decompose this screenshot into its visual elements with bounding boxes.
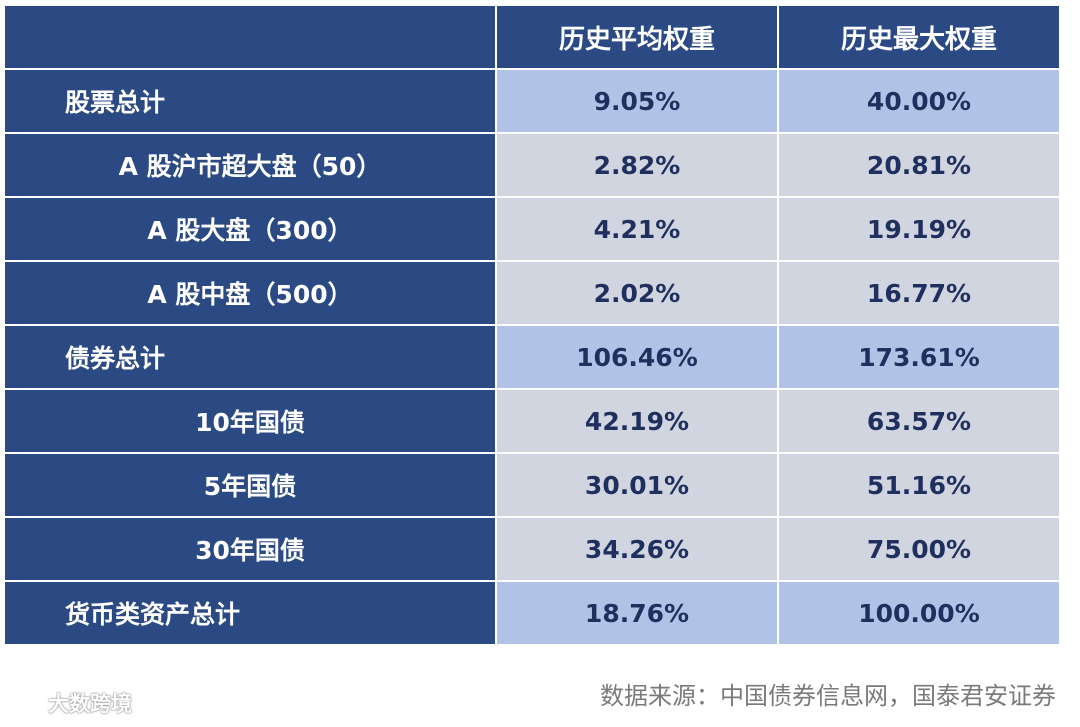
average-weight-cell: 42.19% <box>497 390 777 452</box>
max-weight-cell: 19.19% <box>779 198 1059 260</box>
row-label: 股票总计 <box>5 70 495 132</box>
average-weight-cell: 2.82% <box>497 134 777 196</box>
brand-logo-icon <box>6 688 42 718</box>
table-row: 30年国债 34.26% 75.00% <box>5 518 1059 580</box>
table-row: A 股沪市超大盘（50） 2.82% 20.81% <box>5 134 1059 196</box>
table-body: 股票总计 9.05% 40.00% A 股沪市超大盘（50） 2.82% 20.81% A … <box>5 70 1059 644</box>
watermark: 大数跨境 <box>6 688 132 718</box>
max-weight-cell: 173.61% <box>779 326 1059 388</box>
table-row: 10年国债 42.19% 63.57% <box>5 390 1059 452</box>
table-row: 债券总计 106.46% 173.61% <box>5 326 1059 388</box>
row-label: 5年国债 <box>5 454 495 516</box>
table-row: 股票总计 9.05% 40.00% <box>5 70 1059 132</box>
table-row: 5年国债 30.01% 51.16% <box>5 454 1059 516</box>
average-weight-cell: 4.21% <box>497 198 777 260</box>
header-blank-cell <box>5 6 495 68</box>
data-source-note: 数据来源：中国债券信息网，国泰君安证券 <box>600 683 1056 710</box>
average-weight-cell: 106.46% <box>497 326 777 388</box>
average-weight-cell: 34.26% <box>497 518 777 580</box>
max-weight-cell: 51.16% <box>779 454 1059 516</box>
max-weight-cell: 16.77% <box>779 262 1059 324</box>
max-weight-cell: 63.57% <box>779 390 1059 452</box>
weights-table: 历史平均权重 历史最大权重 股票总计 9.05% 40.00% A 股沪市超大盘（50… <box>3 4 1061 646</box>
table-row: 货币类资产总计 18.76% 100.00% <box>5 582 1059 644</box>
row-label: 10年国债 <box>5 390 495 452</box>
row-label: A 股大盘（300） <box>5 198 495 260</box>
watermark-text: 大数跨境 <box>48 693 132 716</box>
header-historical-average-weight: 历史平均权重 <box>497 6 777 68</box>
max-weight-cell: 20.81% <box>779 134 1059 196</box>
max-weight-cell: 75.00% <box>779 518 1059 580</box>
row-label: 30年国债 <box>5 518 495 580</box>
average-weight-cell: 2.02% <box>497 262 777 324</box>
weights-table-container: 历史平均权重 历史最大权重 股票总计 9.05% 40.00% A 股沪市超大盘（50… <box>3 4 1059 646</box>
max-weight-cell: 100.00% <box>779 582 1059 644</box>
max-weight-cell: 40.00% <box>779 70 1059 132</box>
table-row: A 股中盘（500） 2.02% 16.77% <box>5 262 1059 324</box>
row-label: 货币类资产总计 <box>5 582 495 644</box>
average-weight-cell: 30.01% <box>497 454 777 516</box>
table-row: A 股大盘（300） 4.21% 19.19% <box>5 198 1059 260</box>
table-header-row: 历史平均权重 历史最大权重 <box>5 6 1059 68</box>
header-historical-max-weight: 历史最大权重 <box>779 6 1059 68</box>
row-label: 债券总计 <box>5 326 495 388</box>
average-weight-cell: 9.05% <box>497 70 777 132</box>
row-label: A 股沪市超大盘（50） <box>5 134 495 196</box>
average-weight-cell: 18.76% <box>497 582 777 644</box>
row-label: A 股中盘（500） <box>5 262 495 324</box>
